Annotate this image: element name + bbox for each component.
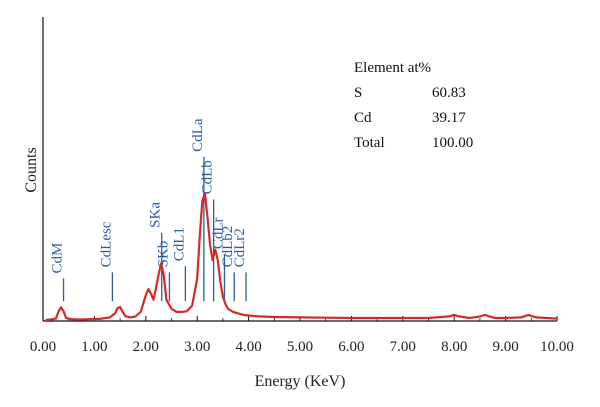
- peak-label: CdLr2: [232, 228, 248, 267]
- peak-marker-group: [62, 156, 247, 302]
- x-tick-label: 4.00: [235, 339, 261, 355]
- composition-table: Element at% S 60.83 Cd 39.17 Total 100.00: [354, 60, 473, 151]
- peak-label: CdLr: [210, 217, 226, 249]
- composition-table-header: Element at%: [354, 60, 431, 76]
- peak-label: CdLb2: [220, 226, 236, 268]
- composition-value: 39.17: [432, 110, 466, 126]
- peak-label: CdL1: [171, 227, 187, 261]
- x-tick-label: 5.00: [287, 339, 313, 355]
- x-tick-label: 1.00: [81, 339, 107, 355]
- x-tick-label: 2.00: [133, 339, 159, 355]
- peak-label: SKa: [148, 202, 164, 228]
- composition-element: Cd: [354, 110, 372, 126]
- x-tick-label: 0.00: [30, 339, 56, 355]
- spectrum-line: [45, 192, 558, 322]
- composition-value: 100.00: [432, 135, 473, 151]
- x-tick-label: 3.00: [184, 339, 210, 355]
- peak-label: CdM: [50, 243, 66, 274]
- x-tick-label: 7.00: [390, 339, 416, 355]
- x-tick-label: 8.00: [441, 339, 467, 355]
- composition-value: 60.83: [432, 85, 466, 101]
- peak-label-group: CdM CdLesc SKa SKb CdL1 CdLa CdLb CdLrCdLb2CdLr…: [50, 118, 248, 273]
- composition-element: S: [354, 85, 362, 101]
- chart-axes: [42, 17, 557, 322]
- x-tick-group: 0.00 1.00 2.00 3.00 4.00 5.00 6.00 7.00 8.00 9.00…: [30, 316, 574, 355]
- peak-label: CdLesc: [98, 221, 114, 267]
- x-tick-label: 10.00: [540, 339, 574, 355]
- x-axis-title: Energy (KeV): [255, 373, 346, 390]
- y-axis-title: Counts: [23, 147, 40, 192]
- x-tick-label: 6.00: [338, 339, 364, 355]
- peak-label: CdLb: [200, 160, 216, 194]
- composition-table-rows: S 60.83 Cd 39.17 Total 100.00: [354, 85, 473, 151]
- x-tick-label: 9.00: [492, 339, 518, 355]
- peak-label: SKb: [155, 241, 171, 268]
- composition-element: Total: [354, 135, 385, 151]
- peak-label: CdLa: [190, 118, 206, 152]
